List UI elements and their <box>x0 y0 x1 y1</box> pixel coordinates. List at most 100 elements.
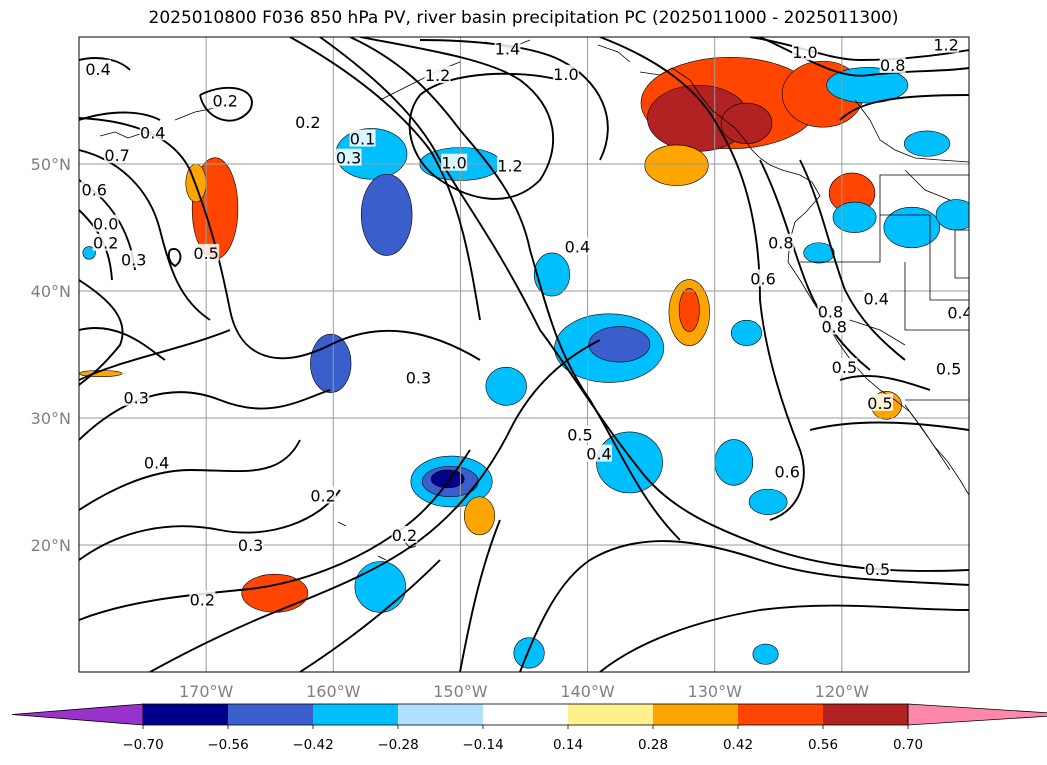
precip-region-9 <box>360 173 413 256</box>
contour-label-bg-34 <box>586 444 613 462</box>
colorbar-segment-0 <box>143 704 228 725</box>
contour-label-bg-33 <box>566 425 593 443</box>
lat-label-3: 20°N <box>31 536 71 555</box>
precip-region-14 <box>588 326 651 363</box>
contour-label-4: 1.2 <box>933 36 958 55</box>
contour-label-bg-13 <box>335 148 362 166</box>
lat-label-2: 30°N <box>31 409 71 428</box>
precipitation-shading <box>79 57 969 669</box>
longitude-labels: 170°W 160°W 150°W 140°W 130°W 120°W <box>179 682 869 701</box>
contour-label-bg-7 <box>212 91 239 109</box>
lon-label-4: 130°W <box>688 682 743 701</box>
contour-label-bg-6 <box>85 59 112 77</box>
contour-label-bg-19 <box>120 250 147 268</box>
precip-region-17 <box>678 288 700 332</box>
contour-label-29: 0.5 <box>867 394 892 413</box>
colorbar-tick-label-9: 0.70 <box>893 737 923 753</box>
contour-label-33: 0.5 <box>567 426 592 445</box>
contour-label-38: 0.3 <box>238 536 263 555</box>
lon-label-3: 140°W <box>560 682 615 701</box>
contour-label-bg-8 <box>294 113 321 131</box>
precip-region-31 <box>903 130 951 157</box>
lon-label-1: 160°W <box>306 682 361 701</box>
colorbar-tick-label-6: 0.28 <box>638 737 668 753</box>
contour-label-36: 0.2 <box>310 486 335 505</box>
precip-region-29 <box>752 643 779 665</box>
contour-labels: 1.41.2 1.01.0 1.20.80.40.20.20.40.70.60.10… <box>81 36 972 610</box>
colorbar-extend-low <box>11 703 144 726</box>
lat-label-1: 40°N <box>31 282 71 301</box>
colorbar-segment-7 <box>738 704 823 725</box>
lon-label-5: 120°W <box>815 682 870 701</box>
contour-label-5: 0.8 <box>880 56 905 75</box>
contour-label-bg-28 <box>935 359 962 377</box>
precip-region-33 <box>883 206 941 249</box>
contour-label-bg-21 <box>767 233 794 251</box>
contour-label-bg-22 <box>750 269 777 287</box>
contour-label-34: 0.4 <box>586 445 611 464</box>
contour-label-bg-37 <box>391 525 418 543</box>
colorbar-tick-label-3: −0.28 <box>377 737 418 753</box>
contour-label-bg-26 <box>947 303 969 321</box>
colorbar-tick-label-8: 0.56 <box>808 737 838 753</box>
contour-label-3: 1.0 <box>792 43 817 62</box>
contour-label-bg-0 <box>494 39 521 57</box>
contour-label-bg-3 <box>791 43 818 61</box>
contour-label-bg-39 <box>189 590 216 608</box>
contour-label-21: 0.8 <box>768 234 793 253</box>
contour-label-2: 1.0 <box>553 65 578 84</box>
colorbar-segment-5 <box>568 704 653 725</box>
colorbar-extend-high <box>907 703 1047 726</box>
contour-label-30: 0.3 <box>406 368 431 387</box>
precip-region-21 <box>748 488 788 515</box>
colorbar-tick-label-5: 0.14 <box>553 737 583 753</box>
contour-label-bg-31 <box>123 388 150 406</box>
contour-label-bg-11 <box>81 180 108 198</box>
precip-region-11 <box>310 333 352 393</box>
contour-label-1: 1.2 <box>425 66 450 85</box>
contour-label-26: 0.4 <box>947 304 972 323</box>
precip-region-15 <box>485 366 527 406</box>
contour-label-6: 0.4 <box>85 60 110 79</box>
colorbar-frame <box>142 703 909 726</box>
contour-label-16: 0.4 <box>565 238 590 257</box>
precip-region-28 <box>513 637 545 669</box>
contour-label-bg-12 <box>349 129 376 147</box>
contour-label-22: 0.6 <box>750 269 775 288</box>
contour-label-24: 0.8 <box>822 318 847 337</box>
contour-label-28: 0.5 <box>936 359 961 378</box>
colorbar-segment-8 <box>823 704 908 725</box>
contour-label-bg-18 <box>92 233 119 251</box>
contour-label-bg-40 <box>864 560 891 578</box>
contour-label-31: 0.3 <box>123 389 148 408</box>
contour-label-bg-29 <box>867 393 893 411</box>
contour-label-25: 0.4 <box>863 290 888 309</box>
contour-label-37: 0.2 <box>392 526 417 545</box>
colorbar-segment-4 <box>483 704 568 725</box>
colorbar-segment-3 <box>398 704 483 725</box>
contour-label-13: 0.3 <box>336 149 361 168</box>
contour-label-bg-20 <box>193 243 220 261</box>
colorbar-tick-label-4: −0.14 <box>462 737 503 753</box>
contour-label-10: 0.7 <box>104 146 129 165</box>
contour-label-bg-25 <box>863 289 890 307</box>
lon-label-2: 150°W <box>433 682 488 701</box>
contour-label-bg-4 <box>933 37 960 53</box>
contour-label-11: 0.6 <box>82 180 107 199</box>
colorbar-segment-6 <box>653 704 738 725</box>
precip-region-34 <box>935 199 969 231</box>
precip-region-24 <box>430 469 465 489</box>
contour-label-bg-27 <box>831 358 858 376</box>
precip-region-26 <box>354 561 407 613</box>
contour-label-bg-38 <box>237 536 264 553</box>
contour-label-bg-16 <box>564 237 591 255</box>
plot-frame <box>78 36 970 673</box>
colorbar-segment-2 <box>313 704 398 725</box>
precip-region-12 <box>533 252 571 297</box>
contour-label-bg-15 <box>497 156 524 174</box>
precip-region-37 <box>82 246 96 260</box>
coastlines <box>99 39 969 561</box>
colorbar-tick-labels: −0.70 −0.56 −0.42 −0.28 −0.14 0.14 0.28 0.42 0.5… <box>122 725 923 753</box>
colorbar-tick-label-2: −0.42 <box>292 737 333 753</box>
contour-label-7: 0.2 <box>212 92 237 111</box>
